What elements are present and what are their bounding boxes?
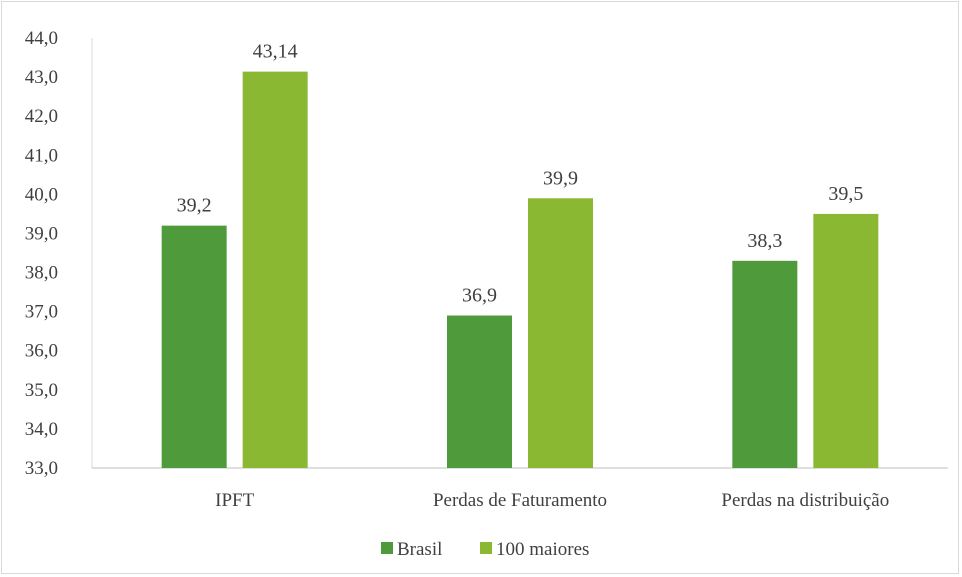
data-label: 36,9 [462,285,497,307]
y-tick-label: 42,0 [25,106,58,127]
bar-100-maiores [528,198,593,469]
y-tick-label: 40,0 [25,184,58,205]
y-tick-label: 44,0 [25,28,58,49]
y-tick-label: 34,0 [25,419,58,440]
data-label: 39,2 [177,195,212,217]
category-labels: IPFT Perdas de Faturamento Perdas na distr… [215,490,889,511]
y-tick-label: 36,0 [25,341,58,362]
data-label: 43,14 [253,41,298,63]
y-tick-label: 37,0 [25,302,58,323]
data-labels: 39,2 43,14 36,9 39,9 38,3 39,5 [177,41,864,307]
y-tick-label: 35,0 [25,380,58,401]
data-label: 39,5 [828,183,863,205]
legend-swatch [381,542,393,554]
legend-item-brasil: Brasil [397,539,442,560]
y-tick-label: 39,0 [25,223,58,244]
y-tick-labels: 33,0 34,0 35,0 36,0 37,0 38,0 39,0 40,0 41,0 42,0… [25,28,58,479]
y-tick-label: 38,0 [25,263,58,284]
legend: Brasil 100 maiores [381,539,589,560]
bar-brasil [732,260,798,468]
y-tick-label: 33,0 [25,458,58,479]
bar-brasil [447,315,512,468]
y-tick-label: 41,0 [25,145,58,166]
y-tick-label: 43,0 [25,67,58,88]
category-label: Perdas na distribuição [721,490,889,511]
bars [161,71,879,469]
bar-brasil [161,225,227,468]
data-label: 39,9 [543,167,578,189]
bar-100-maiores [242,71,308,469]
category-label: Perdas de Faturamento [433,490,607,511]
category-label: IPFT [215,490,254,511]
data-label: 38,3 [747,230,782,252]
legend-swatch [480,542,492,554]
bar-100-maiores [813,213,879,468]
legend-item-100-maiores: 100 maiores [496,539,589,560]
